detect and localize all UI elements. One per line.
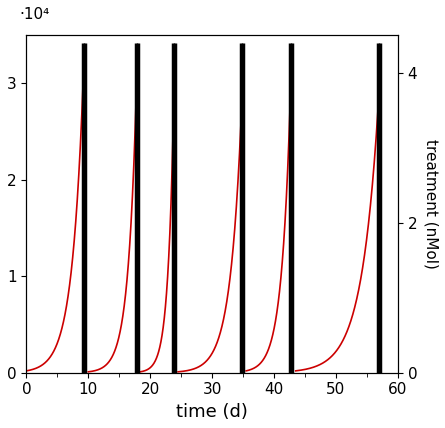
Y-axis label: treatment (nMol): treatment (nMol) — [423, 139, 438, 269]
X-axis label: time (d): time (d) — [176, 403, 248, 421]
Text: ·10⁴: ·10⁴ — [19, 6, 49, 22]
